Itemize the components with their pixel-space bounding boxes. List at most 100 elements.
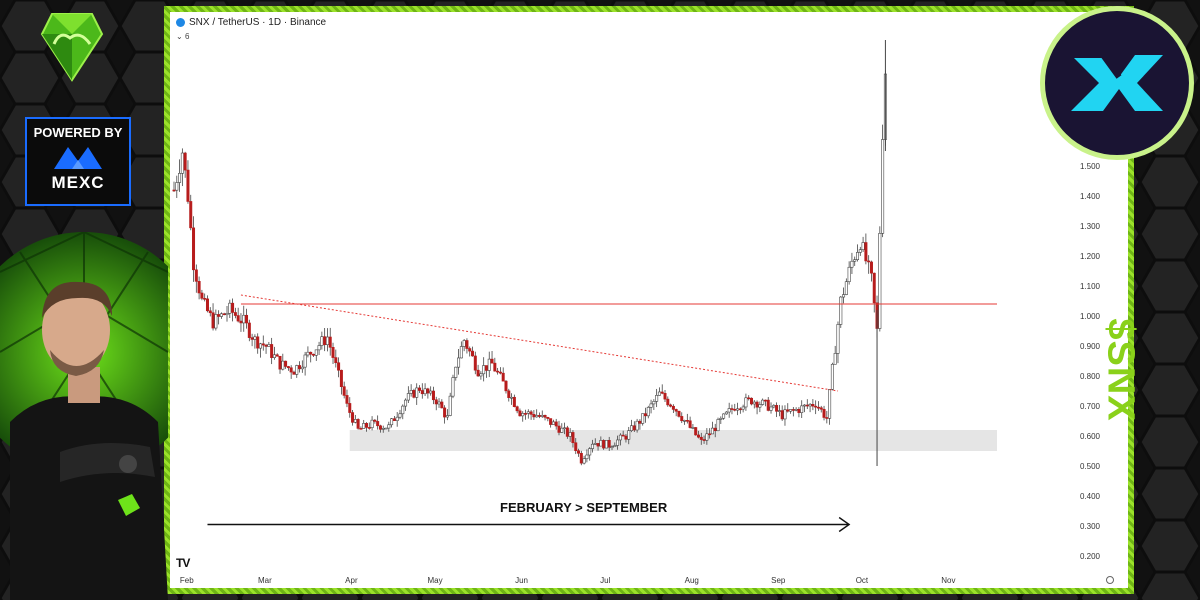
- candle-body: [869, 261, 873, 274]
- candle-body: [512, 396, 516, 407]
- candle-body: [635, 420, 639, 431]
- candle-body: [618, 434, 622, 441]
- candle-body: [872, 272, 876, 304]
- candle-body: [398, 413, 402, 418]
- candle-body: [445, 415, 449, 418]
- candle-body: [504, 380, 508, 392]
- candle-body: [646, 407, 650, 417]
- candle-body: [342, 386, 346, 396]
- candle-body: [325, 336, 329, 346]
- candle-body: [842, 294, 846, 298]
- candle-body: [378, 425, 382, 430]
- candle-body: [822, 408, 826, 418]
- candle-body: [487, 358, 491, 371]
- y-tick-label: 0.500: [1080, 462, 1101, 471]
- candle-body: [878, 233, 882, 329]
- candle-body: [565, 427, 569, 437]
- candle-body: [395, 416, 399, 421]
- candle-body: [577, 450, 581, 454]
- candle-body: [811, 404, 815, 407]
- y-tick-label: 0.700: [1080, 402, 1101, 411]
- candle-body: [236, 315, 240, 322]
- chart-title: SNX / TetherUS · 1D · Binance: [189, 17, 327, 28]
- candle-body: [359, 428, 363, 430]
- candle-body: [789, 409, 793, 412]
- candle-body: [225, 313, 229, 316]
- candle-body: [794, 408, 798, 411]
- candle-body: [607, 440, 611, 448]
- candle-body: [819, 407, 823, 410]
- candle-body: [722, 413, 726, 419]
- y-tick-label: 0.800: [1080, 372, 1101, 381]
- candle-body: [546, 417, 550, 419]
- candle-body: [231, 302, 235, 313]
- candle-body: [574, 442, 578, 452]
- y-tick-label: 0.900: [1080, 342, 1101, 351]
- candle-body: [532, 414, 536, 418]
- candle-body: [861, 242, 865, 251]
- candle-body: [348, 403, 352, 413]
- candle-body: [303, 354, 307, 368]
- candle-body: [744, 397, 748, 408]
- candle-body: [632, 425, 636, 431]
- candle-body: [272, 354, 276, 358]
- candle-body: [696, 434, 700, 438]
- candle-body: [208, 310, 212, 314]
- candle-body: [825, 417, 829, 419]
- candle-body: [585, 454, 589, 460]
- candle-body: [766, 399, 770, 411]
- candle-body: [328, 336, 332, 348]
- candle-body: [412, 390, 416, 398]
- candle-body: [828, 389, 832, 419]
- candle-body: [228, 302, 232, 314]
- candle-body: [197, 281, 201, 294]
- snx-logo-badge: [1040, 6, 1194, 160]
- chart-card: 0.200 0.300 0.400 0.500 0.600 0.700 0.800 0.900…: [170, 12, 1128, 588]
- candle-body: [219, 313, 223, 317]
- x-tick-label: Oct: [856, 576, 869, 585]
- candle-body: [462, 340, 466, 347]
- candle-body: [847, 266, 851, 282]
- y-tick-label: 1.400: [1080, 192, 1101, 201]
- candle-body: [387, 424, 391, 429]
- candle-body: [284, 360, 288, 367]
- settings-gear-icon[interactable]: [1106, 576, 1114, 584]
- y-tick-label: 1.500: [1080, 162, 1101, 171]
- candle-body: [588, 448, 592, 456]
- candle-body: [194, 269, 198, 282]
- candle-body: [200, 292, 204, 299]
- candle-body: [833, 353, 837, 365]
- indicators-toggle[interactable]: ⌄ 6: [176, 32, 189, 41]
- candle-body: [557, 425, 561, 433]
- candle-body: [602, 440, 606, 449]
- candle-body: [426, 388, 430, 394]
- candle-body: [593, 443, 597, 445]
- arrow-head-icon: [838, 516, 851, 533]
- candle-body: [881, 139, 885, 234]
- candle-body: [317, 345, 321, 351]
- candle-body: [515, 406, 519, 412]
- candle-body: [749, 397, 753, 405]
- candle-body: [401, 405, 405, 415]
- candle-body: [345, 395, 349, 404]
- candle-body: [786, 409, 790, 412]
- candle-body: [415, 387, 419, 398]
- candle-body: [264, 344, 268, 347]
- x-tick-label: Feb: [180, 576, 194, 585]
- mexc-logo-icon: [54, 147, 102, 169]
- candle-body: [844, 281, 848, 295]
- candle-body: [253, 336, 257, 340]
- synthetix-logo-icon: [1071, 52, 1163, 111]
- candle-body: [571, 432, 575, 444]
- candle-body: [680, 416, 684, 422]
- candle-body: [747, 397, 751, 400]
- candle-body: [563, 427, 567, 430]
- candle-body: [708, 433, 712, 436]
- candle-body: [741, 406, 745, 410]
- candle-body: [738, 408, 742, 411]
- candle-body: [245, 314, 249, 324]
- period-annotation: FEBRUARY > SEPTEMBER: [500, 500, 668, 515]
- candle-body: [864, 242, 868, 262]
- candle-body: [217, 314, 221, 317]
- candle-body: [323, 336, 327, 346]
